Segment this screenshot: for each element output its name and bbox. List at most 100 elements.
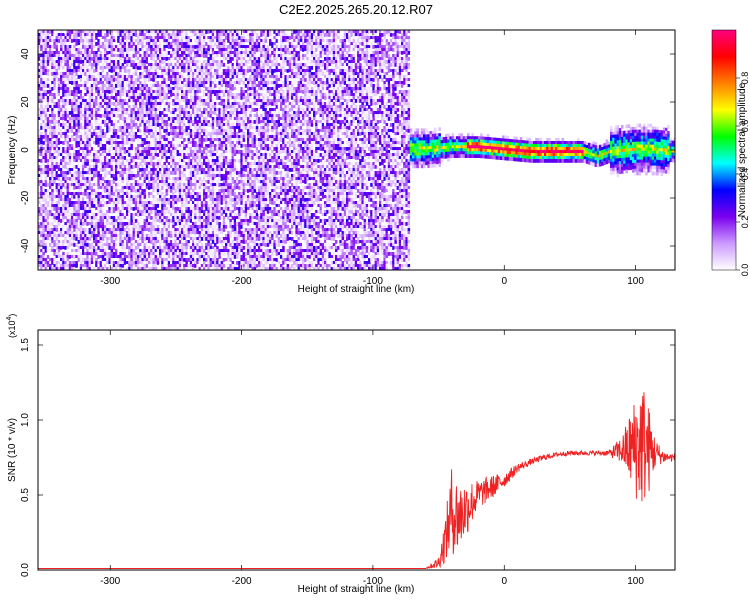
spectrogram-cell [137,156,140,160]
spectrogram-cell [157,135,160,139]
spectrogram-cell [124,195,127,199]
spectrogram-cell [56,165,59,169]
spectrogram-cell [95,252,98,256]
spectrogram-cell [172,39,175,43]
spectrogram-cell [73,186,76,190]
spectrogram-cell [69,186,72,190]
spectrogram-cell [190,219,193,223]
spectrogram-cell [185,132,188,136]
spectrogram-cell [102,177,105,181]
spectrogram-cell [166,210,169,214]
spectrogram-cell [95,102,98,106]
spectrogram-cell [53,45,56,49]
spectrogram-cell [141,129,144,133]
spectrogram-cell [102,237,105,241]
spectrogram-cell [179,135,182,139]
spectrogram-cell [93,204,96,208]
spectrogram-cell [122,117,125,121]
spectrogram-cell [111,144,114,148]
spectrogram-cell [190,186,193,190]
spectrogram-cell [148,186,151,190]
spectrogram-cell [150,87,153,91]
spectrogram-cell [89,237,92,241]
spectrogram-cell [42,186,45,190]
spectrogram-cell [137,213,140,217]
spectrogram-cell [51,72,54,76]
spectrogram-cell [64,138,67,142]
spectrogram-cell [148,228,151,232]
spectrogram-cell [62,42,64,46]
spectrogram-cell [42,135,45,139]
spectrogram-cell [69,138,72,142]
spectrogram-cell [139,168,142,172]
spectrogram-cell [174,171,177,175]
spectrogram-cell [51,252,54,256]
spectrogram-cell [86,243,89,247]
spectrogram-cell [139,66,142,70]
spectrogram-cell [67,129,70,133]
spectrogram-cell [78,258,81,262]
spectrogram-cell [115,237,118,241]
spectrogram-cell [150,216,153,220]
spectrogram-cell [111,174,114,178]
spectrogram-cell [124,177,127,181]
spectrogram-cell [117,108,120,112]
spectrogram-cell [119,165,122,169]
spectrogram-cell [89,87,92,91]
spectrogram-cell [174,222,177,226]
spectrogram-cell [82,33,85,37]
spectrogram-cell [128,63,131,67]
spectrogram-cell [40,36,43,40]
spectrogram-cell [47,189,50,193]
spectrogram-cell [89,156,92,160]
spectrogram-cell [71,138,74,142]
spectrogram-cell [75,144,78,148]
spectrogram-cell [150,201,153,205]
spectrogram-cell [124,60,127,64]
spectrogram-cell [185,72,188,76]
spectrogram-cell [161,249,164,253]
spectrogram-cell [111,114,114,118]
spectrogram-cell [49,75,52,79]
spectrogram-cell [130,54,133,58]
spectrogram-cell [84,135,87,139]
spectrogram-cell [179,198,182,202]
spectrogram-cell [135,189,138,193]
spectrogram-cell [139,81,142,85]
spectrogram-cell [95,36,98,40]
spectrogram-cell [166,57,169,61]
spectrogram-cell [185,234,188,238]
spectrogram-cell [177,246,180,250]
spectrogram-cell [128,36,131,40]
spectrogram-cell [115,111,118,115]
spectrogram-cell [150,258,153,262]
spectrogram-cell [170,45,173,49]
spectrogram-cell [75,264,78,268]
spectrogram-cell [181,135,184,139]
spectrogram-cell [40,126,43,130]
spectrogram-cell [108,90,111,94]
spectrogram-cell [128,222,131,226]
spectrogram-cell [78,216,81,220]
spectrogram-cell [86,162,89,166]
spectrogram-cell [53,252,56,256]
spectrogram-cell [45,84,48,88]
spectrogram-cell [172,81,175,85]
spectrogram-cell [126,198,129,202]
spectrogram-cell [135,141,138,145]
spectrogram-cell [45,228,48,232]
spectrogram-cell [89,45,92,49]
spectrogram-cell [177,219,180,223]
spectrogram-cell [106,51,109,55]
spectrogram-cell [60,63,63,67]
spectrogram-cell [130,99,133,103]
spectrogram-cell [174,216,177,220]
spectrogram-cell [71,186,74,190]
spectrogram-cell [133,207,136,211]
spectrogram-cell [62,177,64,181]
spectrogram-cell [104,69,107,73]
spectrogram-cell [42,84,45,88]
spectrogram-cell [82,135,85,139]
spectrogram-cell [159,183,162,187]
